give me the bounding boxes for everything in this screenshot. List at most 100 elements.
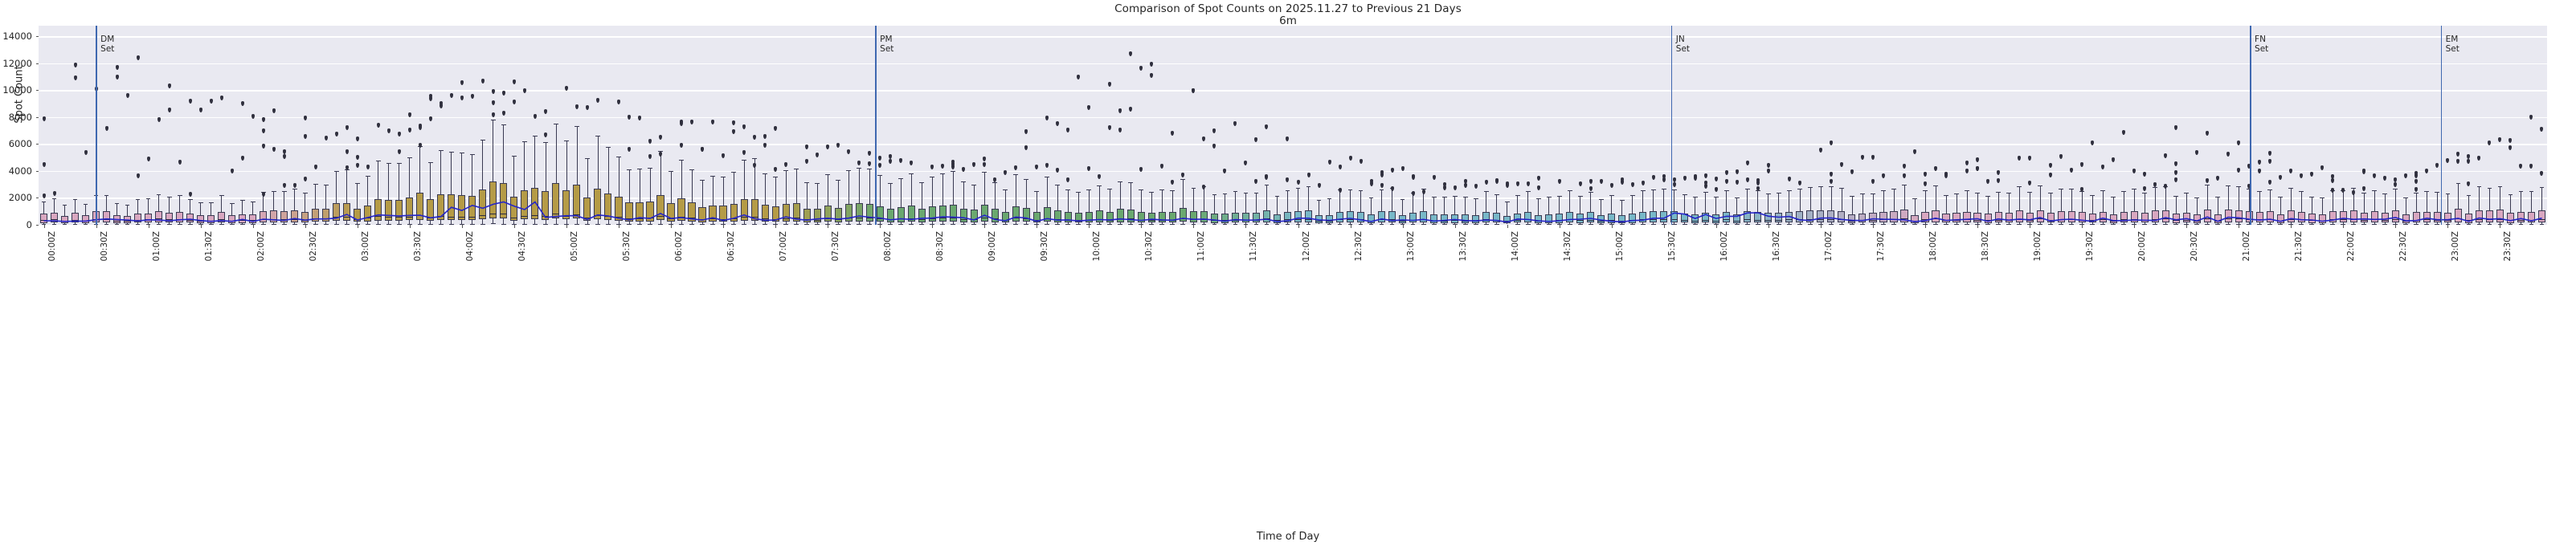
boxplot-median: [71, 219, 80, 221]
x-tick-mark: [1715, 225, 1717, 228]
boxplot-whisker-cap: [1661, 224, 1666, 225]
outlier-marker: [407, 112, 411, 117]
boxplot-box: [2224, 210, 2232, 222]
event-label-jn: JN Set: [1675, 35, 1691, 54]
gridline: [39, 90, 2547, 92]
boxplot-whisker: [879, 174, 881, 225]
boxplot-whisker: [1360, 189, 1361, 225]
boxplot-whisker: [137, 199, 138, 225]
boxplot-whisker-cap: [145, 198, 151, 199]
outlier-marker: [2362, 168, 2366, 173]
boxplot-whisker-cap: [2017, 186, 2022, 187]
boxplot-whisker: [221, 194, 223, 225]
outlier-marker: [1599, 179, 1603, 185]
boxplot-whisker: [231, 203, 233, 225]
boxplot-box: [2015, 210, 2023, 222]
boxplot-box: [385, 200, 393, 221]
outlier-marker: [1286, 177, 1290, 182]
x-tick-label: 22:00Z: [2346, 231, 2357, 262]
boxplot-whisker-cap: [1201, 224, 1207, 225]
outlier-marker: [2164, 183, 2168, 189]
outlier-marker: [2258, 159, 2262, 165]
boxplot-whisker-cap: [1734, 224, 1740, 225]
x-tick-label: 18:00Z: [1928, 231, 1938, 262]
boxplot-median: [2381, 219, 2389, 221]
boxplot-box: [1012, 206, 1020, 222]
boxplot-median: [2203, 218, 2211, 220]
boxplot-whisker-cap: [1692, 196, 1698, 198]
outlier-marker: [1421, 189, 1425, 194]
boxplot-box: [542, 190, 550, 220]
boxplot-whisker-cap: [396, 162, 402, 164]
boxplot-whisker: [1705, 191, 1707, 225]
boxplot-box: [980, 205, 988, 222]
boxplot-whisker-cap: [2299, 224, 2304, 225]
boxplot-whisker-cap: [1431, 197, 1437, 198]
gridline: [39, 116, 2547, 119]
outlier-marker: [1829, 141, 1833, 146]
boxplot-whisker: [273, 190, 275, 225]
boxplot-whisker-cap: [333, 170, 339, 172]
outlier-marker: [680, 119, 683, 124]
boxplot-whisker-cap: [166, 224, 172, 225]
boxplot-median: [2235, 218, 2243, 220]
boxplot-whisker-cap: [2330, 224, 2336, 225]
x-tick-label: 12:30Z: [1353, 231, 1364, 262]
outlier-marker: [1139, 166, 1143, 172]
boxplot-whisker: [1433, 197, 1434, 225]
boxplot-box: [260, 210, 268, 222]
boxplot-whisker-cap: [1462, 224, 1468, 225]
outlier-marker: [428, 96, 432, 102]
x-tick-mark: [1245, 225, 1247, 228]
boxplot-box: [1608, 214, 1616, 223]
boxplot-whisker: [2531, 191, 2532, 225]
outlier-marker: [355, 163, 359, 169]
boxplot-whisker-cap: [1965, 190, 1969, 192]
boxplot-whisker-cap: [1358, 224, 1364, 225]
boxplot-box: [1273, 214, 1282, 223]
boxplot-whisker: [1004, 189, 1006, 225]
boxplot-box: [1744, 211, 1752, 223]
boxplot-box: [1932, 210, 1940, 222]
outlier-marker: [2080, 162, 2084, 168]
boxplot-box: [1869, 213, 1877, 223]
boxplot-whisker-cap: [2435, 224, 2440, 225]
boxplot-whisker: [252, 201, 254, 225]
boxplot-box: [1241, 213, 1249, 223]
boxplot-whisker-cap: [2424, 224, 2430, 225]
boxplot-whisker-cap: [731, 172, 736, 173]
boxplot-box: [573, 184, 581, 219]
boxplot-whisker: [2196, 198, 2198, 225]
boxplot-whisker-cap: [992, 224, 998, 225]
boxplot-whisker: [2290, 187, 2292, 225]
boxplot-whisker-cap: [804, 181, 809, 183]
outlier-marker: [2300, 173, 2304, 178]
boxplot-whisker-cap: [2382, 224, 2388, 225]
outlier-marker: [2164, 153, 2168, 159]
boxplot-box: [103, 211, 111, 222]
outlier-marker: [1160, 163, 1164, 169]
boxplot-box: [1482, 211, 1490, 223]
boxplot-whisker-cap: [1598, 224, 1604, 225]
outlier-marker: [2195, 149, 2199, 155]
outlier-marker: [1369, 179, 1373, 185]
boxplot-whisker-cap: [177, 224, 182, 225]
boxplot-box: [771, 206, 779, 222]
x-tick-mark: [1141, 225, 1143, 228]
boxplot-whisker-cap: [2539, 186, 2545, 188]
boxplot-whisker-cap: [2518, 191, 2524, 193]
boxplot-box: [1462, 214, 1470, 223]
outlier-marker: [1265, 174, 1269, 180]
outlier-marker: [1934, 165, 1937, 171]
outlier-marker: [1150, 72, 1154, 78]
outlier-marker: [1997, 170, 2001, 176]
boxplot-box: [1095, 210, 1103, 222]
outlier-marker: [460, 96, 464, 101]
x-tick-label: 03:30Z: [412, 231, 423, 262]
boxplot-whisker: [1809, 186, 1811, 225]
boxplot-whisker-cap: [511, 156, 517, 157]
outlier-marker: [2509, 145, 2513, 151]
boxplot-whisker-cap: [219, 224, 224, 225]
boxplot-box: [2360, 212, 2368, 223]
boxplot-box: [1304, 210, 1313, 222]
